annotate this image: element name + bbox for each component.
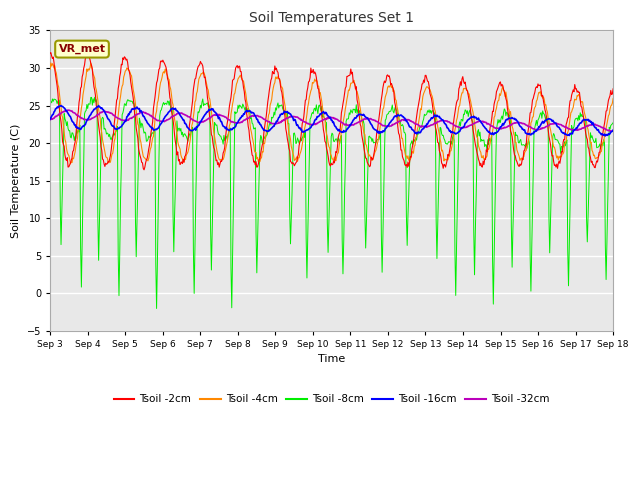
Legend: Tsoil -2cm, Tsoil -4cm, Tsoil -8cm, Tsoil -16cm, Tsoil -32cm: Tsoil -2cm, Tsoil -4cm, Tsoil -8cm, Tsoi…	[109, 390, 554, 408]
Text: VR_met: VR_met	[58, 44, 106, 54]
X-axis label: Time: Time	[318, 354, 345, 364]
Title: Soil Temperatures Set 1: Soil Temperatures Set 1	[249, 11, 414, 25]
Y-axis label: Soil Temperature (C): Soil Temperature (C)	[11, 123, 21, 238]
